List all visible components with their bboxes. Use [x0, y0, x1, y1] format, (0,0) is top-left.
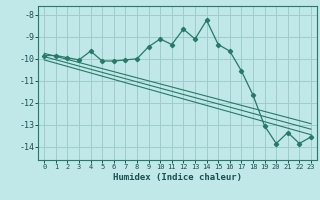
X-axis label: Humidex (Indice chaleur): Humidex (Indice chaleur): [113, 173, 242, 182]
